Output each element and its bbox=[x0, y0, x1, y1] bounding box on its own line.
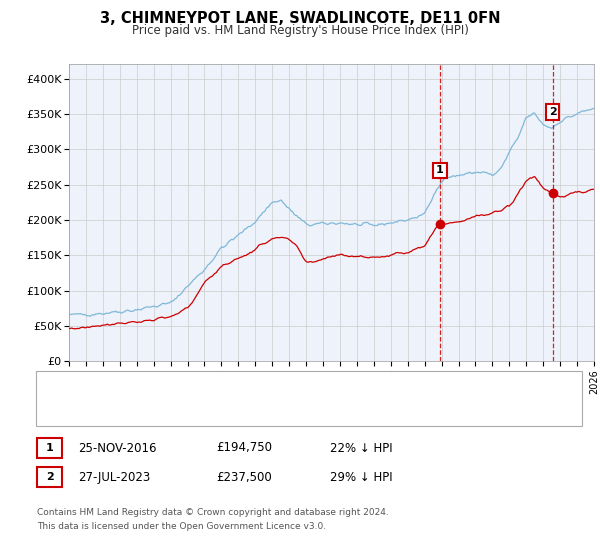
Text: 27-JUL-2023: 27-JUL-2023 bbox=[78, 470, 150, 484]
Text: HPI: Average price, detached house, South Derbyshire: HPI: Average price, detached house, Sout… bbox=[87, 405, 371, 415]
Text: This data is licensed under the Open Government Licence v3.0.: This data is licensed under the Open Gov… bbox=[37, 522, 326, 531]
Text: 1: 1 bbox=[46, 443, 53, 453]
Text: 25-NOV-2016: 25-NOV-2016 bbox=[78, 441, 157, 455]
Text: 3, CHIMNEYPOT LANE, SWADLINCOTE, DE11 0FN (detached house): 3, CHIMNEYPOT LANE, SWADLINCOTE, DE11 0F… bbox=[87, 381, 434, 391]
Text: 29% ↓ HPI: 29% ↓ HPI bbox=[330, 470, 392, 484]
Text: 2: 2 bbox=[549, 107, 557, 116]
Text: £194,750: £194,750 bbox=[216, 441, 272, 455]
Text: 3, CHIMNEYPOT LANE, SWADLINCOTE, DE11 0FN: 3, CHIMNEYPOT LANE, SWADLINCOTE, DE11 0F… bbox=[100, 11, 500, 26]
Text: 2: 2 bbox=[46, 472, 53, 482]
Text: 1: 1 bbox=[436, 165, 444, 175]
Text: 22% ↓ HPI: 22% ↓ HPI bbox=[330, 441, 392, 455]
Text: Contains HM Land Registry data © Crown copyright and database right 2024.: Contains HM Land Registry data © Crown c… bbox=[37, 508, 389, 517]
Text: £237,500: £237,500 bbox=[216, 470, 272, 484]
Text: Price paid vs. HM Land Registry's House Price Index (HPI): Price paid vs. HM Land Registry's House … bbox=[131, 24, 469, 36]
